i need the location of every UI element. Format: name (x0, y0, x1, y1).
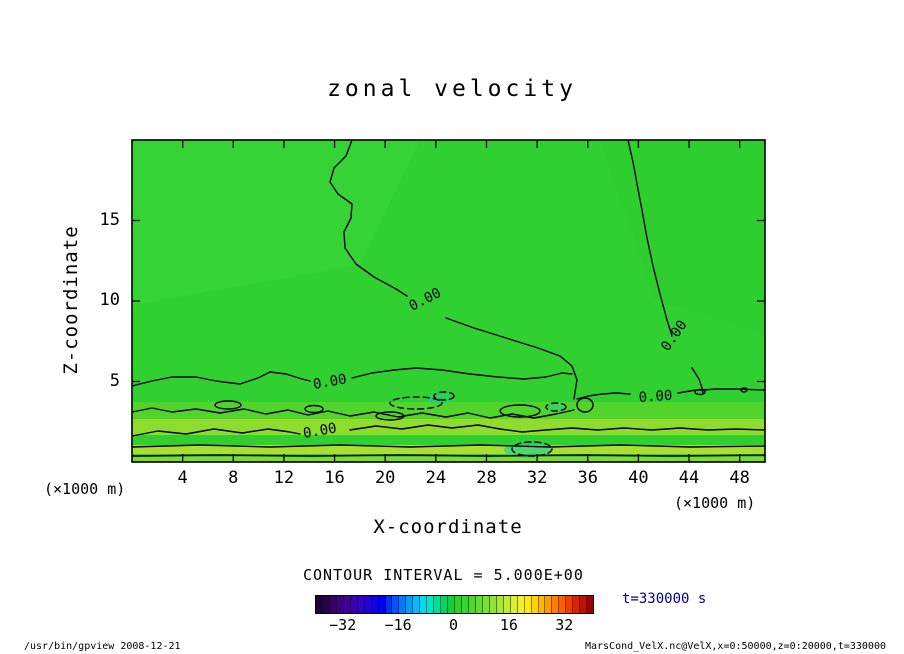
colorbar-segment (510, 596, 518, 613)
colorbar-segment (531, 596, 539, 613)
colorbar-segment (336, 596, 344, 613)
axis-tick-marks (132, 140, 765, 462)
colorbar-segment (329, 596, 337, 613)
time-annotation: t=330000 s (622, 591, 707, 607)
colorbar-segment (378, 596, 386, 613)
tick-label: 40 (628, 468, 649, 488)
negative-contours (389, 391, 567, 457)
colorbar-segment (413, 596, 421, 613)
colorbar-segment (489, 596, 497, 613)
colorbar-segment (462, 596, 469, 613)
colorbar-segment (427, 596, 435, 613)
colorbar-segment (538, 596, 546, 613)
colorbar-segment (455, 596, 463, 613)
contour-line-label: 0.00 (302, 420, 338, 442)
colorbar-tick-label: 0 (448, 616, 459, 634)
colorbar-segment (364, 596, 372, 613)
colorbar-tick-label: −32 (329, 616, 357, 634)
colorbar-segment (524, 596, 532, 613)
tick-label: 44 (678, 468, 700, 488)
colorbar-segment (545, 596, 553, 613)
colorbar-tick-label: −16 (384, 616, 412, 634)
contour-interval-text: CONTOUR INTERVAL = 5.000E+00 (303, 566, 584, 584)
tick-label: 4 (177, 468, 188, 488)
colorbar-segment (392, 596, 400, 613)
colorbar-segment (496, 596, 504, 613)
colorbar-segment (503, 596, 511, 613)
contour-fill (132, 140, 765, 462)
tick-label: 24 (425, 468, 447, 488)
tick-label: 48 (729, 468, 750, 488)
colorbar-segment (475, 596, 483, 613)
colorbar-segment (385, 596, 393, 613)
colorbar-segment (399, 596, 407, 613)
colorbar-segment (552, 596, 560, 613)
plot-title: zonal velocity (327, 76, 577, 102)
colorbar-segment (371, 596, 379, 613)
colorbar-segment (482, 596, 490, 613)
tick-label: 15 (99, 209, 120, 230)
footer-source-text: MarsCond_VelX.nc@VelX,x=0:50000,z=0:2000… (584, 641, 886, 652)
tick-label: 8 (228, 468, 239, 488)
colorbar-segment (420, 596, 428, 613)
colorbar-tick-label: 16 (499, 616, 518, 634)
colorbar-segment (517, 596, 525, 613)
colorbar-segment (316, 596, 323, 613)
tick-label: 20 (374, 468, 396, 488)
footer-command-text: /usr/bin/gpview 2008-12-21 (24, 641, 181, 652)
contour-line-label: 0.00 (312, 371, 348, 393)
tick-label: 16 (324, 468, 345, 488)
colorbar-segment (406, 596, 414, 613)
colorbar-segment (566, 596, 574, 613)
contour-line-label: 0.00 (638, 388, 673, 406)
colorbar-segment (434, 596, 442, 613)
tick-label: 28 (476, 468, 497, 488)
tick-label: 10 (99, 290, 120, 310)
colorbar-segment (468, 596, 476, 613)
colorbar-segment (580, 596, 588, 613)
x-axis-label: X-coordinate (373, 516, 523, 538)
x-axis-unit-right: (×1000 m) (674, 494, 756, 512)
tick-label: 5 (109, 370, 120, 391)
contour-lines (131, 139, 766, 457)
colorbar-segment (441, 596, 449, 613)
colorbar-segment (343, 596, 351, 613)
colorbar-segment (559, 596, 567, 613)
tick-label: 12 (273, 468, 295, 488)
colorbar (315, 595, 594, 614)
colorbar-segment (448, 596, 456, 613)
tick-label: 32 (526, 468, 548, 488)
colorbar-segment (322, 596, 330, 613)
colorbar-segment (357, 596, 365, 613)
colorbar-segment (350, 596, 358, 613)
tick-label: 36 (577, 468, 598, 488)
colorbar-tick-label: 32 (555, 616, 574, 634)
colorbar-segment (587, 596, 594, 613)
colorbar-segment (573, 596, 581, 613)
x-axis-unit-left: (×1000 m) (44, 480, 126, 498)
